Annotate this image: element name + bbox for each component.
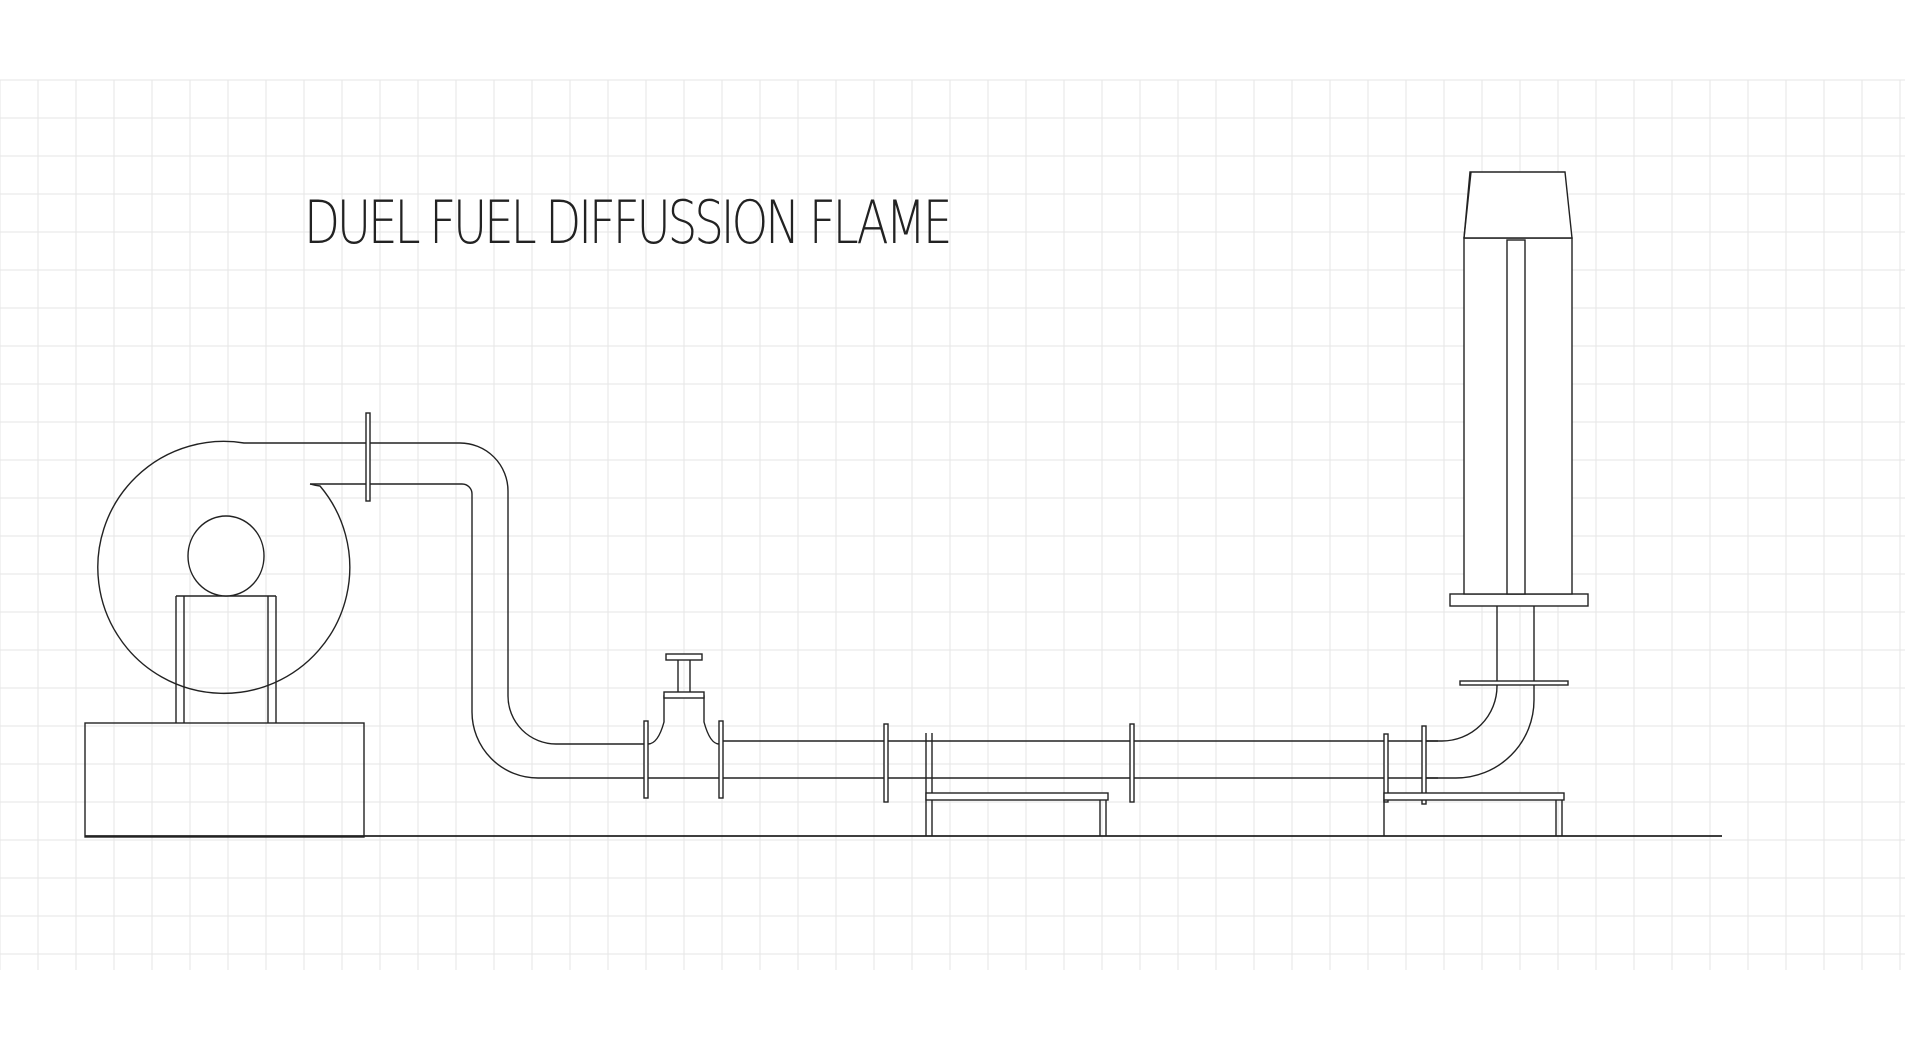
elbow-duct-inner: [370, 483, 644, 779]
burner-stack: [1449, 171, 1589, 607]
duct-flange: [365, 412, 371, 502]
blower-housing: [97, 440, 368, 695]
blower-hub: [187, 515, 265, 597]
blower-base: [84, 722, 365, 838]
elbow-duct-outer: [370, 442, 644, 745]
blower-stand: [175, 595, 277, 723]
pipe-flanges: [883, 723, 1427, 805]
pipe-support-left: [925, 733, 1109, 836]
valve: [643, 653, 724, 799]
pipe-support-right: [1383, 792, 1565, 836]
main-pipe: [723, 740, 1438, 779]
riser-elbow: [1426, 606, 1569, 779]
diagram-title: DUEL FUEL DIFFUSSION FLAME: [304, 188, 952, 258]
